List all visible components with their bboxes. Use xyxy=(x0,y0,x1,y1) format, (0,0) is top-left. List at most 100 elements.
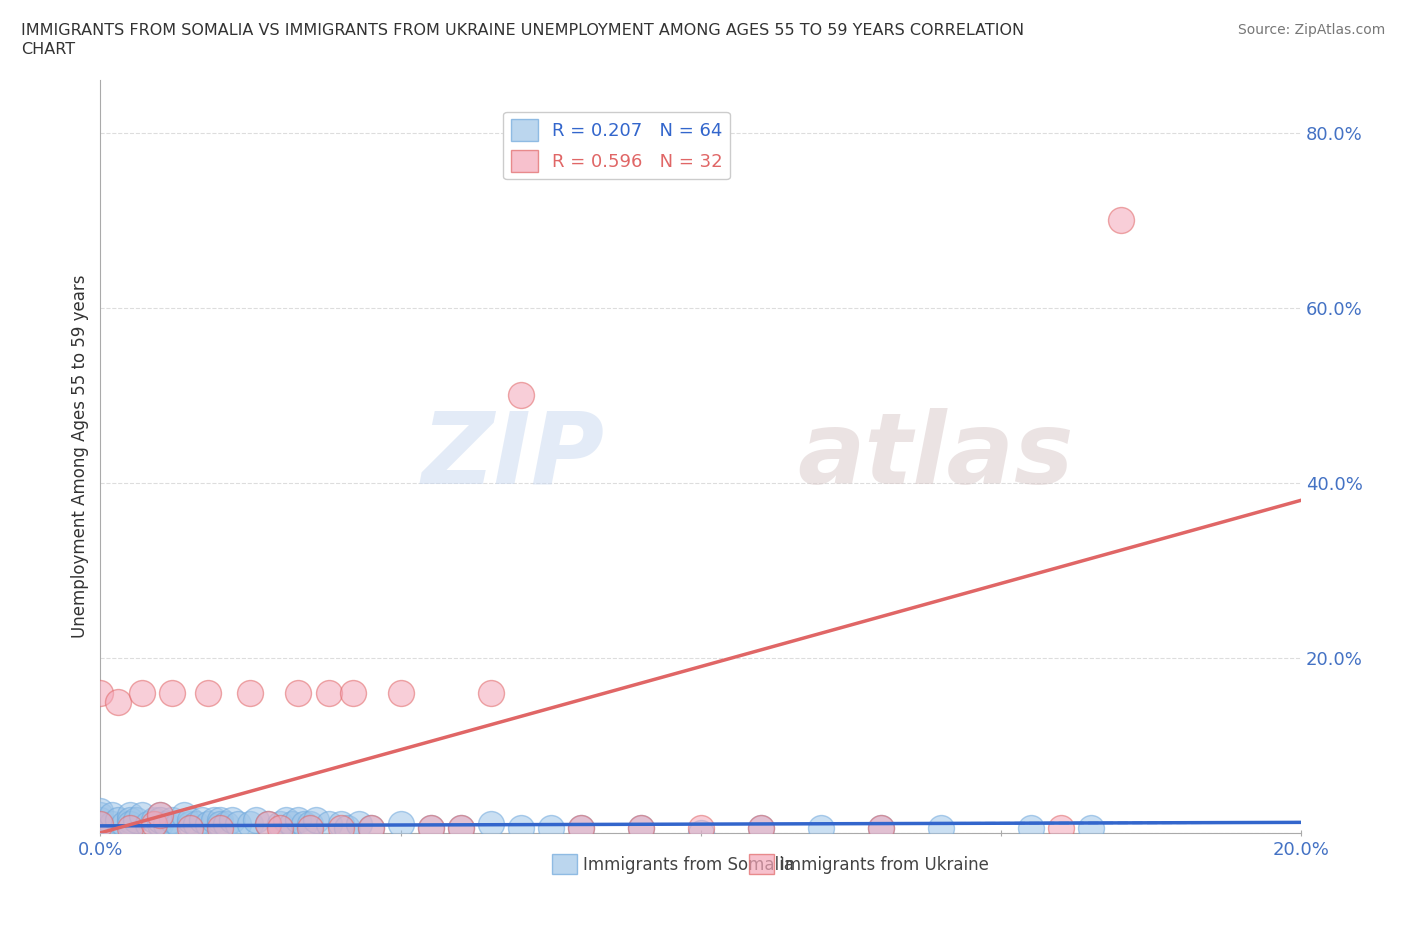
Point xyxy=(1109,213,1132,228)
Point xyxy=(89,817,111,831)
Point xyxy=(294,817,316,831)
Text: Immigrants from Ukraine: Immigrants from Ukraine xyxy=(779,856,988,874)
Point xyxy=(167,817,190,831)
Point xyxy=(162,812,184,827)
Point xyxy=(107,812,129,827)
Point xyxy=(107,694,129,709)
Point xyxy=(1050,821,1073,836)
Point xyxy=(155,817,177,831)
Text: IMMIGRANTS FROM SOMALIA VS IMMIGRANTS FROM UKRAINE UNEMPLOYMENT AMONG AGES 55 TO: IMMIGRANTS FROM SOMALIA VS IMMIGRANTS FR… xyxy=(21,23,1024,38)
Point xyxy=(509,821,531,836)
Point xyxy=(269,817,291,831)
Text: atlas: atlas xyxy=(797,408,1073,505)
Point xyxy=(329,817,352,831)
Point xyxy=(179,821,201,836)
Point xyxy=(179,812,201,827)
Point xyxy=(143,817,166,831)
Point xyxy=(120,812,142,827)
Point xyxy=(89,808,111,823)
Point xyxy=(1019,821,1042,836)
Point xyxy=(197,817,219,831)
Point xyxy=(479,685,502,700)
Point xyxy=(120,817,142,831)
Point xyxy=(389,685,412,700)
Point xyxy=(287,812,309,827)
Text: ZIP: ZIP xyxy=(422,408,605,505)
Point xyxy=(101,808,124,823)
Point xyxy=(245,812,267,827)
Point xyxy=(257,817,280,831)
Point xyxy=(540,821,562,836)
Point xyxy=(131,808,153,823)
Point xyxy=(281,817,304,831)
Point xyxy=(299,821,322,836)
Point xyxy=(929,821,952,836)
Legend: R = 0.207   N = 64, R = 0.596   N = 32: R = 0.207 N = 64, R = 0.596 N = 32 xyxy=(503,112,730,179)
Point xyxy=(749,821,772,836)
Point xyxy=(89,817,111,831)
Point xyxy=(143,812,166,827)
Point xyxy=(347,817,370,831)
Point xyxy=(179,817,201,831)
Point xyxy=(419,821,441,836)
Point xyxy=(89,685,111,700)
Point xyxy=(360,821,382,836)
Point xyxy=(870,821,893,836)
Point xyxy=(299,817,322,831)
Point xyxy=(149,812,172,827)
Point xyxy=(335,821,357,836)
Point xyxy=(228,817,250,831)
Point xyxy=(120,808,142,823)
Text: Source: ZipAtlas.com: Source: ZipAtlas.com xyxy=(1237,23,1385,37)
Point xyxy=(269,821,291,836)
Point xyxy=(89,812,111,827)
Point xyxy=(630,821,652,836)
Point xyxy=(276,812,298,827)
Point xyxy=(239,817,262,831)
Point xyxy=(162,685,184,700)
Point xyxy=(191,812,214,827)
Point xyxy=(479,817,502,831)
Point xyxy=(450,821,472,836)
Point xyxy=(689,821,711,836)
Point xyxy=(1080,821,1102,836)
Point xyxy=(630,821,652,836)
Point xyxy=(509,388,531,403)
Point xyxy=(257,817,280,831)
Point xyxy=(569,821,592,836)
Point xyxy=(209,821,232,836)
Point xyxy=(689,826,711,841)
Point xyxy=(209,817,232,831)
Point xyxy=(239,685,262,700)
Point xyxy=(287,685,309,700)
Point xyxy=(389,817,412,831)
Point xyxy=(112,817,135,831)
Point xyxy=(197,685,219,700)
Point xyxy=(318,685,340,700)
Text: CHART: CHART xyxy=(21,42,75,57)
Point xyxy=(89,804,111,818)
Point xyxy=(204,812,226,827)
Point xyxy=(149,817,172,831)
Point xyxy=(101,817,124,831)
Point xyxy=(810,821,832,836)
Point xyxy=(419,821,441,836)
Point xyxy=(749,821,772,836)
Point xyxy=(173,808,195,823)
Text: Immigrants from Somalia: Immigrants from Somalia xyxy=(582,856,793,874)
Point xyxy=(360,821,382,836)
Y-axis label: Unemployment Among Ages 55 to 59 years: Unemployment Among Ages 55 to 59 years xyxy=(72,274,89,638)
Point xyxy=(870,821,893,836)
Point xyxy=(89,821,111,836)
Point xyxy=(149,808,172,823)
Point xyxy=(318,817,340,831)
Point xyxy=(569,821,592,836)
Point xyxy=(149,808,172,823)
Point xyxy=(305,812,328,827)
Point xyxy=(215,817,238,831)
Point xyxy=(342,685,364,700)
Point xyxy=(120,821,142,836)
Point xyxy=(221,812,243,827)
Point xyxy=(138,817,160,831)
Point xyxy=(125,812,148,827)
